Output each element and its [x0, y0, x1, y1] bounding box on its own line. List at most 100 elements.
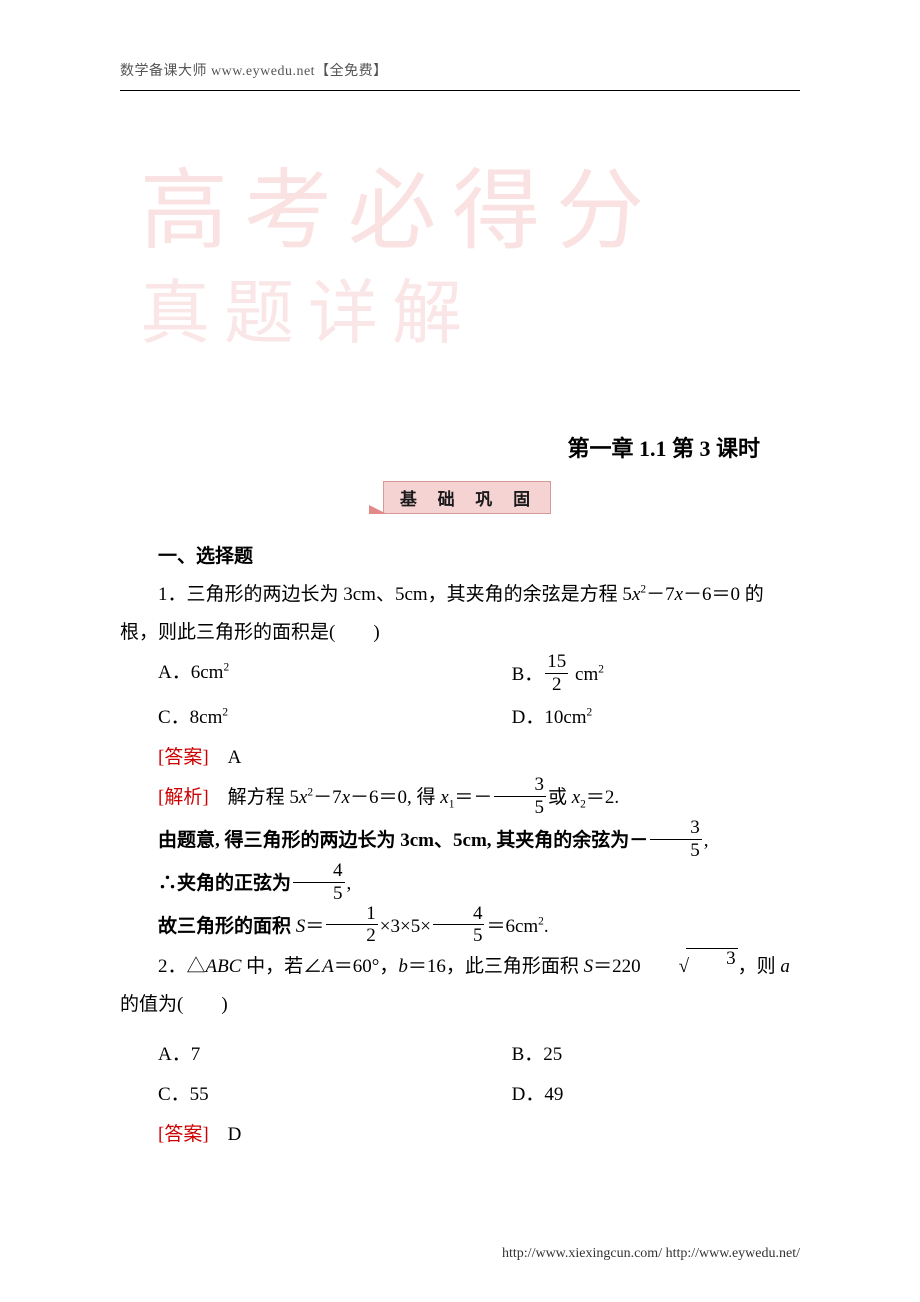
banner-text: 基 础 巩 固 [383, 481, 551, 514]
q1-eq: ＝ [305, 915, 324, 936]
q1-options-row2: C．8cm2 D．10cm2 [120, 699, 800, 737]
q1-var2: x [675, 584, 683, 605]
q2-opt-c: C．55 [120, 1076, 512, 1114]
q1-opt-a-text: A．6cm [158, 662, 223, 683]
q1-stem-b: －7 [646, 584, 675, 605]
chapter-num: 1.1 [639, 436, 667, 461]
q1-frac35a: 35 [494, 775, 546, 818]
q2-opt-b: B．25 [512, 1036, 838, 1074]
q2-sa: 2．△ [158, 956, 206, 977]
q1-answer: [答案] A [120, 739, 800, 777]
q1-a1c: －6＝0, 得 [350, 787, 440, 808]
q2-abc: ABC [206, 956, 242, 977]
q1-opt-b: B．152 cm2 [512, 654, 838, 697]
q1-or: 或 [548, 787, 572, 808]
q1-dot: . [544, 915, 549, 936]
q2-sg: 的值为( ) [120, 994, 228, 1015]
q1-eq6: ＝6cm [486, 915, 538, 936]
q1-opt-d: D．10cm2 [512, 699, 838, 737]
q2-b: b [398, 956, 408, 977]
q1-f12-d: 2 [326, 926, 378, 946]
q1-opt-a-sq: 2 [223, 662, 229, 674]
q1-analysis-3: ∴夹角的正弦为45, [120, 863, 800, 906]
q2-sb: 中，若∠ [241, 956, 322, 977]
q1-opt-b-frac: 152 [545, 652, 568, 695]
watermark-line1: 高考必得分 [140, 140, 500, 267]
chapter-suffix: 课时 [710, 436, 760, 461]
watermark-line2: 真题详解 [140, 257, 500, 358]
q1-eqneg: ＝－ [454, 787, 492, 808]
section-banner: 基 础 巩 固 [120, 481, 800, 514]
q2-A: A [322, 956, 334, 977]
q2-sd: ＝16，此三角形面积 [408, 956, 584, 977]
q2-sqrt3: √3 [641, 948, 738, 986]
q2-S: S [584, 956, 594, 977]
q1-f45a-n: 4 [293, 861, 345, 881]
q1-a1a: 解方程 5 [209, 787, 299, 808]
q1-opt-b-sq: 2 [598, 663, 604, 675]
chapter-title: 第一章 1.1 第 3 课时 [120, 431, 800, 463]
q1-opt-b-pre: B． [512, 664, 544, 685]
q1-x2: x [572, 787, 580, 808]
q2-opt-a: A．7 [120, 1036, 512, 1074]
q1-f45b-d: 5 [433, 926, 485, 946]
q2-answer-label: [答案] [158, 1124, 209, 1145]
chapter-mid: 第 [666, 436, 699, 461]
q1-a1-v2: x [342, 787, 350, 808]
q1-f45a-d: 5 [293, 884, 345, 904]
q2-answer: [答案] D [120, 1116, 800, 1154]
header-rule [120, 90, 800, 91]
q1-f35a-n: 3 [494, 775, 546, 795]
q1-stem-a: 1．三角形的两边长为 3cm、5cm，其夹角的余弦是方程 5 [158, 584, 632, 605]
q2-stem: 2．△ABC 中，若∠A＝60°，b＝16，此三角形面积 S＝220√3，则 a… [120, 948, 800, 1024]
q1-opt-b-unit: cm [570, 664, 598, 685]
q1-S: S [296, 915, 306, 936]
q1-opt-c-sq: 2 [222, 707, 228, 719]
q1-f12-n: 1 [326, 904, 378, 924]
q1-a2a: 由题意, 得三角形的两边长为 3cm、5cm, 其夹角的余弦为－ [158, 830, 648, 851]
q1-opt-d-text: D．10cm [512, 707, 587, 728]
banner-triangle-icon [369, 505, 387, 514]
q2-opt-d: D．49 [512, 1076, 838, 1114]
q2-sqrt3-arg: 3 [686, 948, 738, 968]
q1-eq2: ＝2. [586, 787, 619, 808]
q1-opt-b-den: 2 [550, 675, 564, 695]
q1-a2-end: , [704, 830, 709, 851]
q1-a3-end: , [347, 872, 352, 893]
q1-frac35b: 35 [650, 818, 702, 861]
q2-sc: ＝60°， [334, 956, 399, 977]
q1-answer-value: A [209, 747, 242, 768]
mc-heading: 一、选择题 [120, 538, 800, 576]
q1-f35b-d: 5 [650, 841, 702, 861]
q1-opt-c: C．8cm2 [120, 699, 512, 737]
page-footer: http://www.xiexingcun.com/ http://www.ey… [502, 1246, 800, 1262]
q1-analysis-1: [解析] 解方程 5x2－7x－6＝0, 得 x1＝－35或 x2＝2. [120, 777, 800, 820]
q1-opt-b-num: 15 [545, 652, 568, 672]
page-header: 数学备课大师 www.eywedu.net【全免费】 [120, 60, 800, 84]
lesson-num: 3 [699, 436, 710, 461]
q1-a1b: －7 [313, 787, 342, 808]
q1-analysis-4: 故三角形的面积 S＝12×3×5×45＝6cm2. [120, 906, 800, 949]
q2-options-row1: A．7 B．25 [120, 1036, 800, 1074]
q1-options-row1: A．6cm2 B．152 cm2 [120, 654, 800, 697]
q1-f45b-n: 4 [433, 904, 485, 924]
q1-opt-d-sq: 2 [587, 707, 593, 719]
q1-opt-a: A．6cm2 [120, 654, 512, 697]
q2-sf: ，则 [738, 956, 781, 977]
q1-x1: x [440, 787, 448, 808]
q2-options-row2: C．55 D．49 [120, 1076, 800, 1114]
q2-se: ＝220 [593, 956, 641, 977]
chapter-prefix: 第一章 [567, 436, 639, 461]
q2-answer-value: D [209, 1124, 242, 1145]
q1-analysis-label: [解析] [158, 787, 209, 808]
q1-frac45a: 45 [293, 861, 345, 904]
q1-mult: ×3×5× [380, 915, 431, 936]
watermark: 高考必得分 真题详解 [140, 140, 500, 330]
q1-frac12: 12 [326, 904, 378, 947]
q1-stem: 1．三角形的两边长为 3cm、5cm，其夹角的余弦是方程 5x2－7x－6＝0 … [120, 576, 800, 652]
q1-analysis-2: 由题意, 得三角形的两边长为 3cm、5cm, 其夹角的余弦为－35, [120, 820, 800, 863]
q1-answer-label: [答案] [158, 747, 209, 768]
q1-f35a-d: 5 [494, 798, 546, 818]
q1-opt-c-text: C．8cm [158, 707, 222, 728]
q1-a3a: ∴夹角的正弦为 [158, 872, 291, 893]
